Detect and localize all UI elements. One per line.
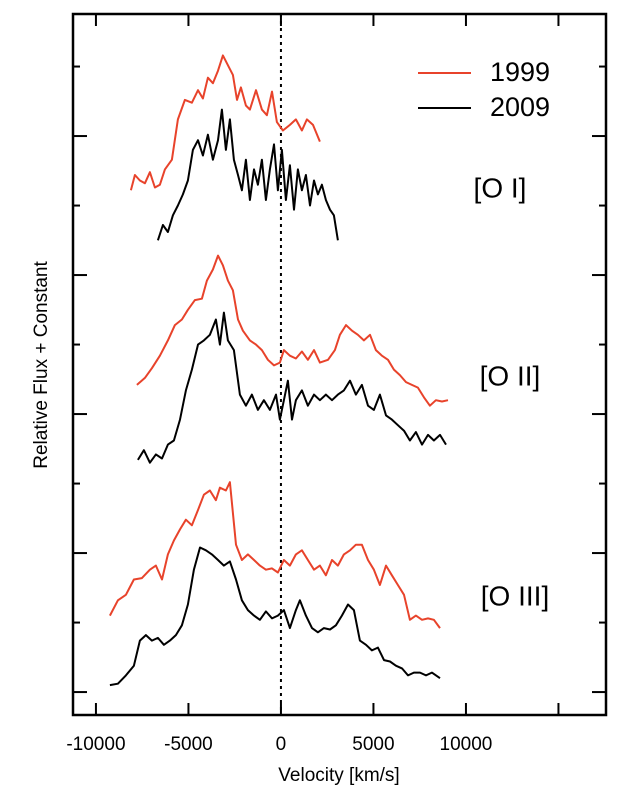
spectrum-line: [129, 54, 321, 191]
spectrum-line: [109, 546, 441, 687]
x-axis-label: Velocity [km/s]: [278, 765, 399, 786]
legend-label: 1999: [490, 57, 550, 87]
x-tick-label: -5000: [164, 734, 213, 755]
x-tick-label: 10000: [440, 734, 493, 755]
spectrum-line: [137, 311, 447, 464]
panel-label: [O II]: [480, 360, 541, 391]
panel-label: [O III]: [481, 580, 549, 611]
spectrum-line: [156, 108, 339, 241]
x-tick-label: 0: [276, 734, 287, 755]
plot-frame: [71, 12, 608, 717]
x-tick-label: -10000: [66, 734, 125, 755]
panel-label: [O I]: [474, 172, 527, 203]
x-tick-label: 5000: [352, 734, 394, 755]
legend-label: 2009: [490, 92, 550, 122]
spectrum-line: [136, 254, 449, 407]
y-axis-label: Relative Flux + Constant: [31, 261, 52, 469]
spectrum-line: [109, 481, 441, 629]
